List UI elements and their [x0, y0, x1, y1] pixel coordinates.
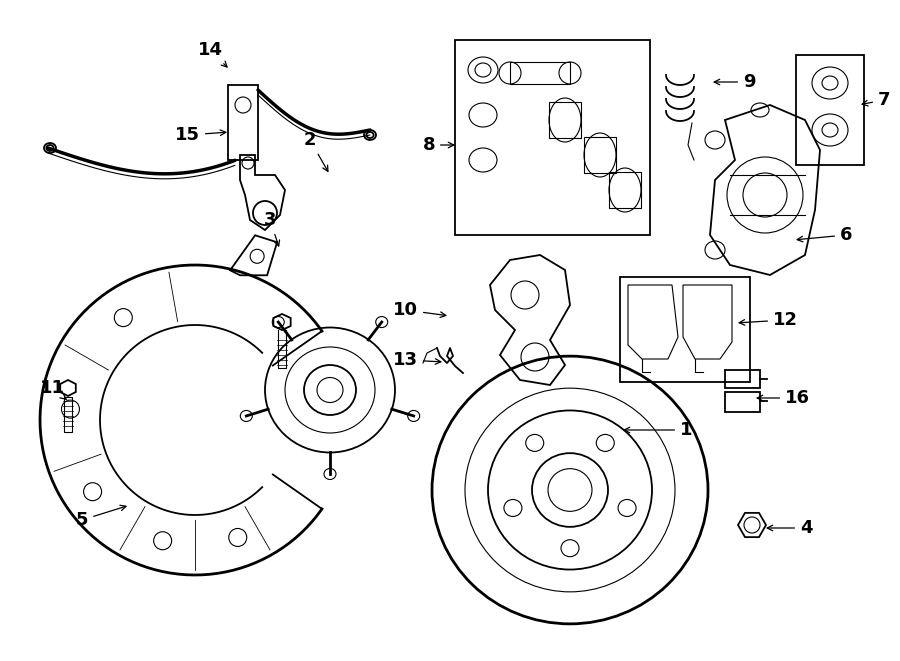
- Text: 5: 5: [76, 505, 126, 529]
- Bar: [228, 85, 258, 160]
- Text: 13: 13: [393, 351, 441, 369]
- Text: 4: 4: [767, 519, 813, 537]
- Text: 6: 6: [797, 226, 852, 244]
- Bar: [510, 62, 570, 84]
- Bar: [725, 370, 760, 388]
- Bar: [609, 172, 641, 208]
- Text: 7: 7: [862, 91, 890, 109]
- Bar: [455, 40, 650, 235]
- Bar: [64, 397, 72, 432]
- Bar: [549, 102, 581, 138]
- Ellipse shape: [408, 410, 419, 422]
- Text: 14: 14: [197, 41, 227, 67]
- Text: 15: 15: [175, 126, 226, 144]
- Text: 1: 1: [625, 421, 692, 439]
- Text: 10: 10: [393, 301, 446, 319]
- Text: 2: 2: [304, 131, 328, 171]
- Text: 3: 3: [264, 211, 280, 246]
- Ellipse shape: [375, 317, 388, 328]
- Bar: [796, 55, 864, 165]
- Ellipse shape: [324, 469, 336, 479]
- Ellipse shape: [273, 317, 284, 328]
- Text: 9: 9: [715, 73, 755, 91]
- Text: 8: 8: [422, 136, 454, 154]
- Ellipse shape: [240, 410, 252, 422]
- Text: 16: 16: [757, 389, 810, 407]
- Text: 12: 12: [739, 311, 798, 329]
- Bar: [725, 392, 760, 412]
- Bar: [584, 137, 616, 173]
- Bar: [620, 277, 750, 382]
- Text: 11: 11: [40, 379, 67, 400]
